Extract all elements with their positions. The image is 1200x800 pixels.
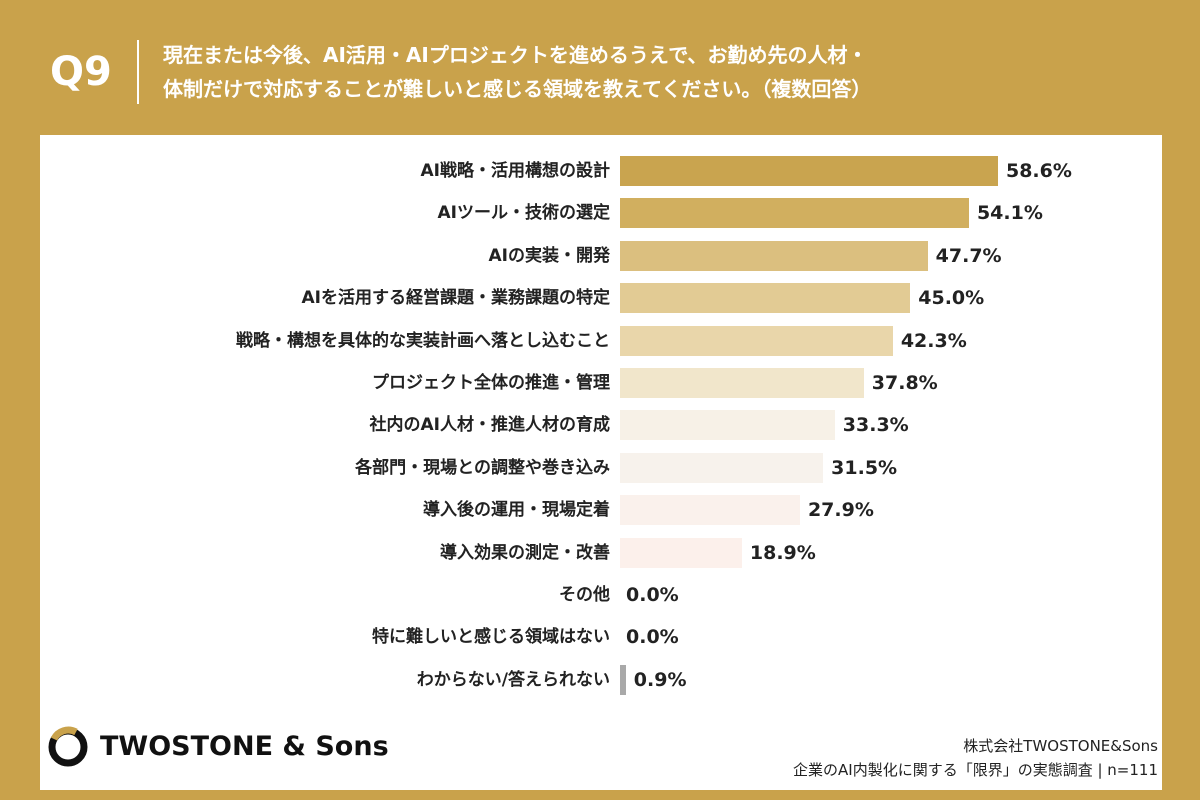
value-label: 0.9% (633, 668, 687, 691)
bar (620, 664, 626, 695)
bar (620, 325, 893, 356)
bar (620, 452, 824, 483)
bar (620, 198, 969, 229)
category-label: 導入後の運用・現場定着 (423, 500, 610, 521)
category-label: 社内のAI人材・推進人材の育成 (369, 415, 610, 436)
value-label: 42.3% (900, 329, 967, 352)
category-label: AIの実装・開発 (488, 245, 610, 266)
bar (620, 368, 864, 398)
category-label: プロジェクト全体の推進・管理 (372, 373, 610, 393)
category-label: わからない/答えられない (416, 669, 610, 690)
category-label: 各部門・現場との調整や巻き込み (355, 457, 610, 478)
value-label: 0.0% (626, 584, 679, 606)
value-label: 18.9% (749, 541, 816, 564)
value-label: 54.1% (976, 202, 1043, 225)
category-label: 特に難しいと感じる領域はない (372, 627, 610, 648)
header-divider (137, 40, 139, 104)
value-label: 0.0% (626, 626, 679, 649)
survey-credit: 株式会社TWOSTONE&Sons 企業のAI内製化に関する「限界」の実態調査 … (793, 734, 1158, 782)
bar (620, 240, 928, 271)
question-title: 現在または今後、AI活用・AIプロジェクトを進めるうえで、お勤め先の人材・ 体制… (163, 38, 1173, 106)
credit-survey: 企業のAI内製化に関する「限界」の実態調査 | n=111 (793, 761, 1158, 779)
value-label: 37.8% (871, 372, 938, 394)
value-label: 58.6% (1005, 160, 1072, 182)
bar (620, 495, 800, 526)
bar-chart: AI戦略・活用構想の設計 58.6% AIツール・技術の選定 54.1% AIの実装・開… (40, 135, 1162, 705)
question-title-line-1: 現在または今後、AI活用・AIプロジェクトを進めるうえで、お勤め先の人材・ (163, 43, 868, 67)
twostone-logo-icon (48, 726, 88, 767)
company-logo: TWOSTONE & Sons (46, 725, 389, 769)
value-label: 47.7% (935, 244, 1002, 267)
logo-text: TWOSTONE & Sons (100, 731, 389, 762)
bar (620, 537, 742, 568)
value-label: 27.9% (807, 499, 874, 522)
category-label: AIを活用する経営課題・業務課題の特定 (301, 288, 610, 309)
bar (620, 156, 998, 186)
credit-company: 株式会社TWOSTONE&Sons (963, 737, 1158, 755)
question-header: Q9 現在または今後、AI活用・AIプロジェクトを進めるうえで、お勤め先の人材・… (0, 0, 1200, 135)
value-label: 45.0% (918, 287, 985, 310)
value-label: 33.3% (842, 414, 909, 437)
category-label: 戦略・構想を具体的な実装計画へ落とし込むこと (236, 330, 610, 351)
category-label: AI戦略・活用構想の設計 (420, 161, 610, 181)
question-title-line-2: 体制だけで対応することが難しいと感じる領域を教えてください。（複数回答） (163, 77, 872, 101)
value-label: 31.5% (831, 456, 898, 479)
category-label: その他 (559, 585, 610, 605)
category-label: AIツール・技術の選定 (437, 203, 610, 224)
category-label: 導入効果の測定・改善 (440, 542, 610, 563)
bar (620, 283, 911, 314)
footer: TWOSTONE & Sons 株式会社TWOSTONE&Sons 企業のAI内… (40, 705, 1162, 790)
bar (620, 410, 835, 441)
question-number: Q9 (50, 49, 112, 95)
chart-panel: AI戦略・活用構想の設計 58.6% AIツール・技術の選定 54.1% AIの実装・開… (40, 135, 1162, 790)
